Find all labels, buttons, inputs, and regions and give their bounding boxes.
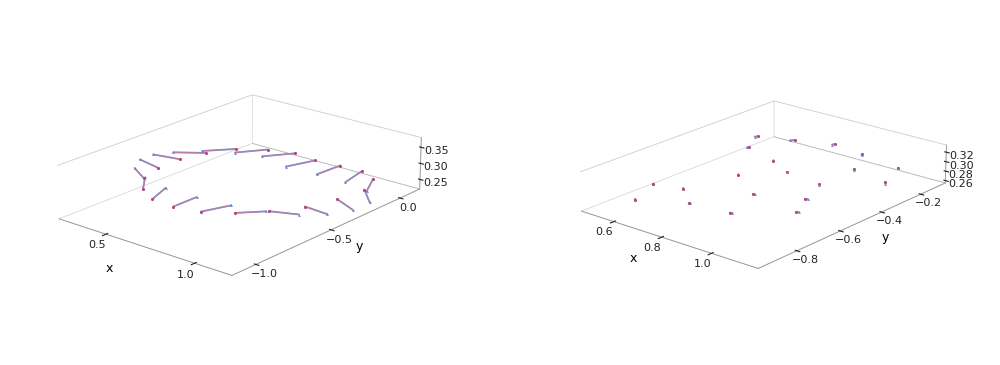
Y-axis label: y: y: [882, 231, 889, 245]
Y-axis label: y: y: [355, 240, 363, 253]
X-axis label: x: x: [106, 262, 113, 275]
X-axis label: x: x: [630, 252, 637, 265]
